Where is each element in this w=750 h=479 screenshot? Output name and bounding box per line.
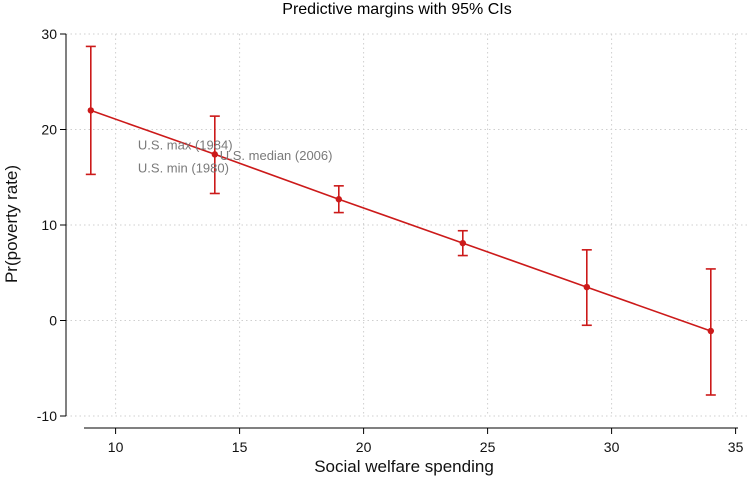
annotation-0: U.S. max (1984): [138, 138, 233, 153]
annotation-2: U.S. min (1980): [138, 160, 229, 175]
x-tick-label-1: 15: [232, 439, 248, 455]
data-point-0: [87, 107, 95, 114]
data-point-4: [583, 283, 590, 291]
series-line-0: [90, 109, 712, 332]
y-tick-label-4: 30: [41, 26, 57, 42]
data-point-2: [335, 196, 342, 203]
data-point-3: [459, 239, 466, 247]
x-tick-label-2: 20: [356, 439, 372, 455]
y-tick-label-2: 10: [41, 217, 57, 233]
y-tick-label-3: 20: [41, 122, 57, 138]
y-axis-title: Pr(poverty rate): [2, 165, 21, 283]
y-tick-label-1: 0: [49, 313, 57, 329]
x-axis-title: Social welfare spending: [314, 457, 494, 476]
x-tick-label-3: 25: [480, 439, 496, 455]
data-point-1: [211, 151, 218, 158]
x-tick-label-5: 35: [728, 439, 744, 455]
annotation-1: U.S. median (2006): [220, 148, 333, 163]
data-point-5: [707, 327, 714, 335]
x-tick-label-0: 10: [108, 439, 124, 455]
annotations: U.S. max (1984)U.S. median (2006)U.S. mi…: [138, 138, 333, 176]
chart-title: Predictive margins with 95% CIs: [282, 1, 511, 18]
series: [85, 45, 716, 396]
y-tick-label-0: -10: [37, 408, 57, 424]
gridlines: [66, 33, 748, 417]
axes: -10 0 10 20 30 10 15 20 25 30 35: [37, 26, 744, 455]
x-tick-label-4: 30: [604, 439, 620, 455]
